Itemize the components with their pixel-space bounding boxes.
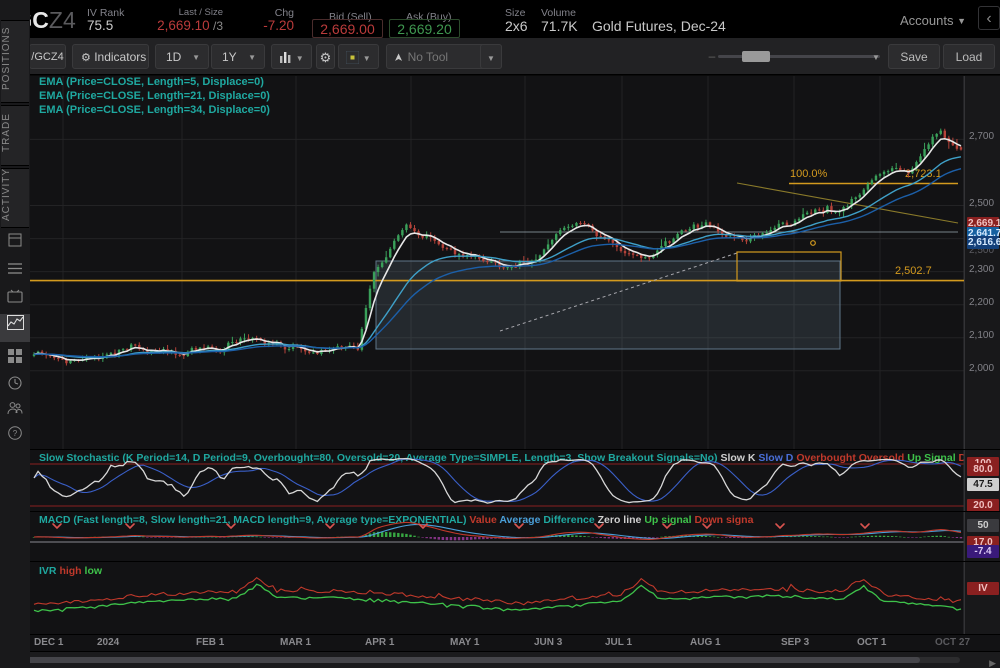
- svg-text:?: ?: [13, 429, 18, 438]
